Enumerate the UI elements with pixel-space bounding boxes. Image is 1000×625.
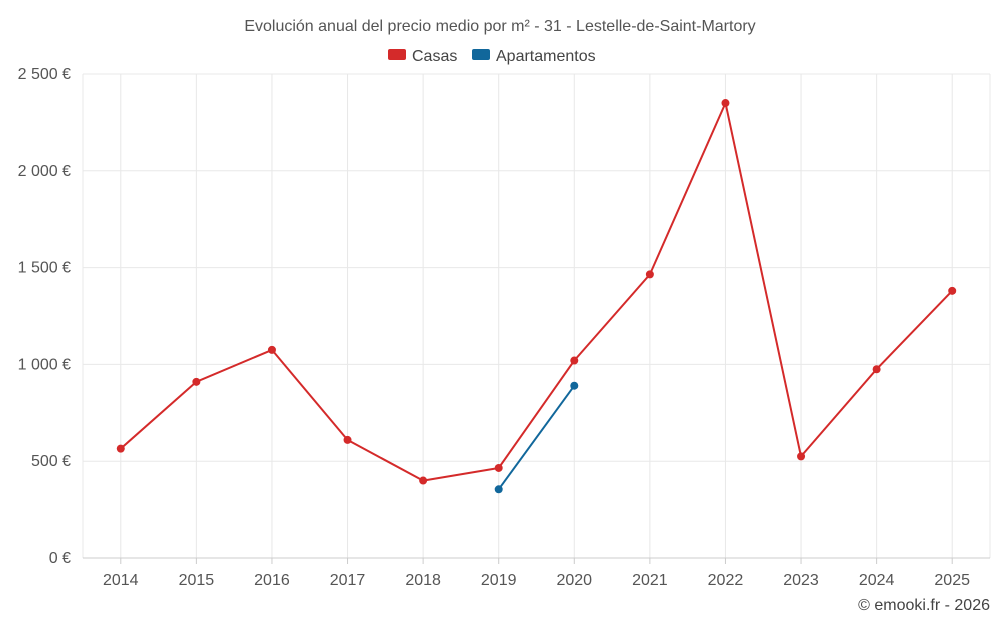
series-layer bbox=[116, 99, 957, 494]
x-tick-label: 2023 bbox=[783, 572, 819, 589]
legend: Casas Apartamentos bbox=[388, 48, 596, 65]
y-tick-label: 2 000 € bbox=[18, 163, 71, 180]
x-tick-label: 2014 bbox=[103, 572, 139, 589]
legend-label-apartamentos[interactable]: Apartamentos bbox=[496, 48, 596, 65]
data-point-casas[interactable] bbox=[419, 476, 428, 485]
y-tick-label: 2 500 € bbox=[18, 66, 71, 83]
legend-swatch-apartamentos bbox=[472, 49, 490, 60]
data-point-casas[interactable] bbox=[494, 463, 503, 472]
data-point-apartamentos[interactable] bbox=[494, 485, 503, 494]
data-point-casas[interactable] bbox=[116, 444, 125, 453]
chart-title: Evolución anual del precio medio por m² … bbox=[244, 18, 755, 35]
credit-label: © emooki.fr - 2026 bbox=[858, 597, 990, 614]
x-tick-label: 2021 bbox=[632, 572, 668, 589]
data-point-apartamentos[interactable] bbox=[570, 381, 579, 390]
x-tick-label: 2022 bbox=[708, 572, 744, 589]
y-tick-label: 0 € bbox=[49, 550, 71, 567]
y-tick-label: 1 000 € bbox=[18, 356, 71, 373]
y-tick-label: 1 500 € bbox=[18, 260, 71, 277]
x-tick-label: 2018 bbox=[405, 572, 441, 589]
axis-layer: 0 € 500 € 1 000 € 1 500 € 2 000 € 2 500 € 2014… bbox=[18, 66, 990, 589]
series-line-apartamentos bbox=[497, 385, 576, 490]
data-point-casas[interactable] bbox=[570, 356, 579, 365]
x-tick-label: 2024 bbox=[859, 572, 895, 589]
grid-layer bbox=[82, 73, 991, 558]
legend-label-casas[interactable]: Casas bbox=[412, 48, 457, 65]
x-tick-label: 2017 bbox=[330, 572, 366, 589]
x-tick-label: 2025 bbox=[934, 572, 970, 589]
data-point-casas[interactable] bbox=[267, 345, 276, 354]
x-tick-label: 2015 bbox=[179, 572, 215, 589]
data-point-casas[interactable] bbox=[645, 270, 654, 279]
legend-swatch-casas bbox=[388, 49, 406, 60]
x-tick-label: 2016 bbox=[254, 572, 290, 589]
data-point-casas[interactable] bbox=[192, 377, 201, 386]
x-tick-label: 2020 bbox=[556, 572, 592, 589]
series-line-casas bbox=[120, 102, 953, 482]
x-tick-label: 2019 bbox=[481, 572, 517, 589]
data-point-casas[interactable] bbox=[872, 365, 881, 374]
data-point-casas[interactable] bbox=[797, 452, 806, 461]
data-point-casas[interactable] bbox=[948, 286, 957, 295]
data-point-casas[interactable] bbox=[343, 435, 352, 444]
y-tick-label: 500 € bbox=[31, 453, 71, 470]
data-point-casas[interactable] bbox=[721, 99, 730, 108]
